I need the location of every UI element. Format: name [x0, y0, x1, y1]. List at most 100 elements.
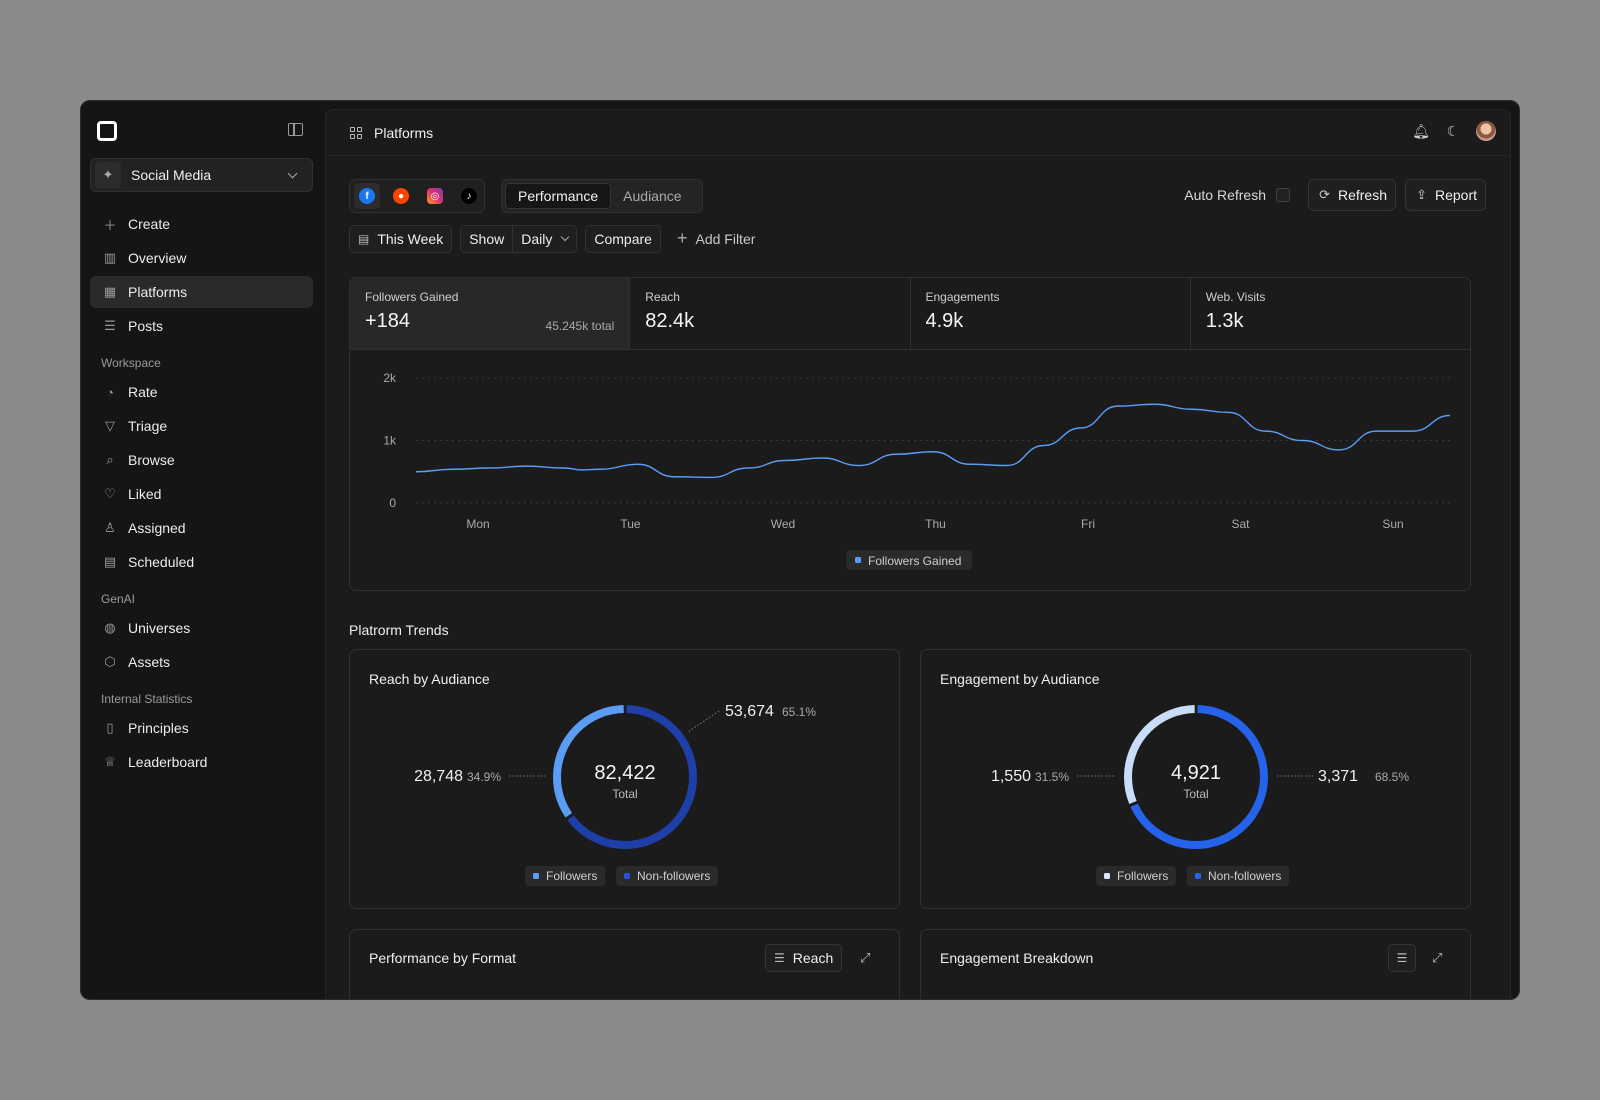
sidebar-item-scheduled[interactable]: ▤ Scheduled [90, 546, 313, 578]
sidebar-item-browse[interactable]: ⌕ Browse [90, 444, 313, 476]
interval-value: Daily [521, 231, 553, 247]
main-content: Platforms 🔔︎ ☾ f ● ◎ ♪ Performance Audia… [325, 109, 1511, 999]
sort-label: Reach [792, 950, 834, 966]
view-tabs: Performance Audiance [501, 179, 703, 213]
sidebar-item-assets[interactable]: ⬡ Assets [90, 646, 313, 678]
sidebar-item-label: Rate [128, 384, 158, 400]
sidebar-item-create[interactable]: ＋ Create [90, 208, 313, 240]
performance-by-format-panel: Performance by Format ☰ Reach ⤢ [349, 929, 900, 999]
legend-label: Followers Gained [868, 554, 961, 568]
legend-non-followers: Non-followers [616, 866, 719, 886]
expand-icon[interactable]: ⤢ [860, 950, 871, 965]
metrics-card: Followers Gained +184 45.245k total Reac… [349, 277, 1471, 591]
sidebar-item-label: Triage [128, 418, 168, 434]
slice-value: 1,550 [991, 768, 1031, 785]
metric-reach[interactable]: Reach 82.4k [629, 278, 909, 349]
slice-label-non-followers: 53,674 65.1% [725, 703, 816, 720]
interval-select: Show Daily [460, 225, 578, 253]
sidebar-item-label: Liked [128, 486, 162, 502]
engagement-donut-chart: 4,921 Total 1,550 31.5% 3,371 68.5% [991, 705, 1409, 849]
sidebar-item-posts[interactable]: ☰ Posts [90, 310, 313, 342]
app-logo [97, 121, 117, 141]
donut-arcs [553, 705, 697, 849]
followers-line-chart: 2k 1k 0 Mon Tue Wed Thu Fri Sat Sun Followers Gain… [383, 371, 1451, 570]
user-check-icon: ♙ [104, 520, 116, 535]
tab-performance[interactable]: Performance [505, 183, 612, 209]
sidebar-item-assigned[interactable]: ♙ Assigned [90, 512, 313, 544]
panel-title: Engagement Breakdown [940, 950, 1094, 966]
sidebar-item-label: Assigned [128, 520, 186, 536]
donut-total-value: 82,422 [594, 762, 655, 784]
legend-chip [846, 550, 972, 570]
add-filter-label: Add Filter [695, 231, 756, 247]
trophy-icon: ♕ [104, 754, 116, 769]
report-button[interactable]: ⇪ Report [1405, 179, 1486, 211]
platform-tiktok[interactable]: ♪ [456, 183, 482, 209]
slice-non-followers [1124, 705, 1268, 849]
interval-dropdown[interactable]: Daily [512, 226, 577, 252]
engagement-by-audiance-panel: Engagement by Audiance 4,921 Total 1,550 31… [920, 649, 1471, 909]
upload-icon: ⇪ [1416, 187, 1427, 202]
main-nav: ＋ Create ▥ Overview ▦ Platforms ☰ Posts Work… [90, 208, 313, 780]
search-icon: ⌕ [106, 452, 114, 467]
donut-total-value: 4,921 [1171, 762, 1221, 784]
refresh-icon: ⟳ [1319, 187, 1330, 202]
sidebar-toggle-icon[interactable] [288, 123, 303, 136]
metric-web-visits[interactable]: Web. Visits 1.3k [1189, 278, 1470, 349]
metric-label: Web. Visits [1205, 290, 1266, 304]
sidebar-item-label: Posts [128, 318, 164, 334]
add-filter-button[interactable]: + Add Filter [677, 228, 756, 249]
compare-button[interactable]: Compare [585, 225, 661, 253]
show-label: Show [461, 226, 513, 252]
sidebar-item-label: Overview [128, 250, 187, 266]
sidebar-item-triage[interactable]: ▽ Triage [90, 410, 313, 442]
panel-title: Reach by Audiance [369, 671, 490, 687]
sidebar-item-liked[interactable]: ♡ Liked [90, 478, 313, 510]
donut-arcs [1124, 705, 1268, 849]
legend-label: Followers [546, 869, 598, 883]
bell-icon[interactable]: 🔔︎ [1412, 122, 1430, 139]
sort-button[interactable]: ☰ [1388, 944, 1416, 972]
filter-icon: ▽ [105, 418, 115, 433]
expand-icon[interactable]: ⤢ [1432, 950, 1443, 965]
slice-value: 3,371 [1318, 768, 1358, 785]
avatar[interactable] [1476, 121, 1496, 141]
refresh-button[interactable]: ⟳ Refresh [1308, 179, 1396, 211]
workspace-select[interactable]: ✦ Social Media [90, 158, 313, 192]
slice-pct: 65.1% [782, 705, 816, 719]
top-bar: Platforms 🔔︎ ☾ [326, 110, 1510, 156]
sidebar-item-principles[interactable]: ▯ Principles [90, 712, 313, 744]
metric-engagements[interactable]: Engagements 4.9k [909, 278, 1190, 349]
reach-sort-button[interactable]: ☰ Reach [765, 944, 843, 972]
facebook-icon: f [359, 188, 375, 204]
panel-title: Engagement by Audiance [940, 671, 1100, 687]
sidebar-item-platforms[interactable]: ▦ Platforms [90, 276, 313, 308]
section-genai: GenAI [101, 592, 136, 606]
platform-facebook[interactable]: f [354, 183, 380, 209]
platform-instagram[interactable]: ◎ [422, 183, 448, 209]
tab-audiance[interactable]: Audiance [623, 188, 682, 204]
slice-label-followers: 1,550 31.5% [991, 768, 1069, 785]
stack-icon: ☰ [104, 318, 116, 333]
y-tick-label: 2k [383, 371, 397, 385]
metric-followers-gained[interactable]: Followers Gained +184 45.245k total [350, 278, 630, 349]
x-tick-label: Wed [771, 517, 795, 531]
auto-refresh-checkbox[interactable] [1276, 188, 1290, 202]
x-tick-label: Sun [1382, 517, 1403, 531]
moon-icon[interactable]: ☾ [1446, 122, 1460, 139]
sidebar-item-rate[interactable]: ◔ Rate [90, 376, 313, 408]
legend-label: Non-followers [637, 869, 711, 883]
calendar-icon: ▤ [103, 554, 117, 569]
sidebar-item-overview[interactable]: ▥ Overview [90, 242, 313, 274]
legend-label: Non-followers [1208, 869, 1282, 883]
metric-value: 82.4k [645, 310, 695, 332]
donut-total-label: Total [612, 787, 637, 801]
date-range-button[interactable]: ▤ This Week [349, 225, 453, 253]
sidebar-item-leaderboard[interactable]: ♕ Leaderboard [90, 746, 313, 778]
platform-reddit[interactable]: ● [388, 183, 414, 209]
plus-icon: ＋ [103, 217, 117, 233]
sidebar-item-label: Platforms [128, 284, 188, 300]
heart-icon: ♡ [104, 486, 116, 501]
sidebar-item-universes[interactable]: ◍ Universes [90, 612, 313, 644]
sidebar-item-label: Universes [128, 620, 191, 636]
